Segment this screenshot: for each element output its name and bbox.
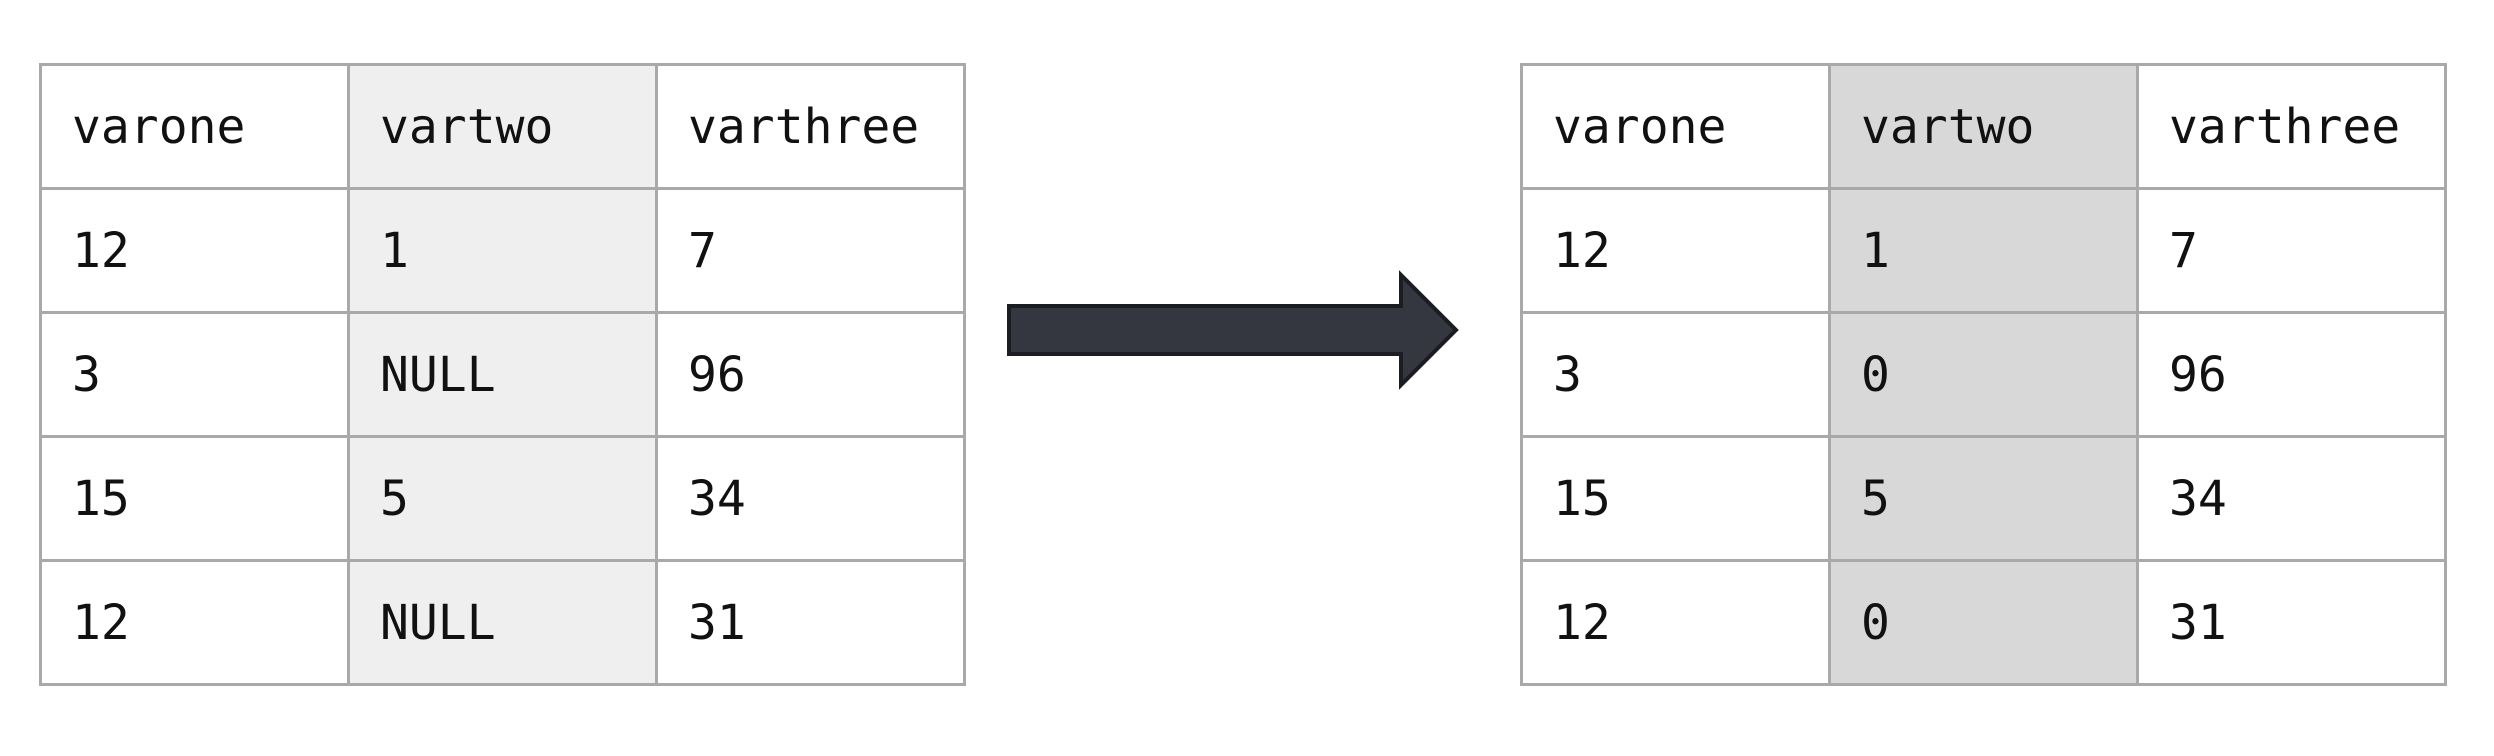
table-cell: 15 (39, 435, 350, 562)
table-cell: 0 (1828, 559, 2139, 686)
header-cell: varthree (2136, 63, 2447, 190)
table-cell: 15 (1520, 435, 1831, 562)
table-row: 3 0 96 (1520, 311, 2447, 438)
table-row: 3 NULL 96 (39, 311, 966, 438)
table-cell: 12 (39, 187, 350, 314)
table-header-row: varone vartwo varthree (39, 63, 966, 190)
table-cell: 7 (2136, 187, 2447, 314)
table-cell: 31 (655, 559, 966, 686)
table-cell: 1 (1828, 187, 2139, 314)
table-cell: 31 (2136, 559, 2447, 686)
right-arrow-icon (1005, 270, 1465, 390)
table-cell: 34 (2136, 435, 2447, 562)
table-header-row: varone vartwo varthree (1520, 63, 2447, 190)
table-cell: 1 (347, 187, 658, 314)
arrow-shape (1007, 270, 1459, 390)
table-cell: 12 (1520, 559, 1831, 686)
table-row: 15 5 34 (1520, 435, 2447, 562)
table-cell: 12 (39, 559, 350, 686)
table-cell: 3 (1520, 311, 1831, 438)
after-table: varone vartwo varthree 12 1 7 3 0 96 15 … (1520, 63, 2447, 686)
before-table: varone vartwo varthree 12 1 7 3 NULL 96 … (39, 63, 966, 686)
table-cell: 5 (1828, 435, 2139, 562)
table-cell: 96 (2136, 311, 2447, 438)
table-cell: 34 (655, 435, 966, 562)
table-cell: 7 (655, 187, 966, 314)
table-cell: 3 (39, 311, 350, 438)
table-cell: NULL (347, 559, 658, 686)
header-cell: vartwo (1828, 63, 2139, 190)
table-row: 15 5 34 (39, 435, 966, 562)
table-row: 12 0 31 (1520, 559, 2447, 686)
table-row: 12 NULL 31 (39, 559, 966, 686)
table-cell: 5 (347, 435, 658, 562)
table-cell: NULL (347, 311, 658, 438)
table-cell: 96 (655, 311, 966, 438)
header-cell: varone (39, 63, 350, 190)
table-cell: 12 (1520, 187, 1831, 314)
table-row: 12 1 7 (1520, 187, 2447, 314)
header-cell: vartwo (347, 63, 658, 190)
table-row: 12 1 7 (39, 187, 966, 314)
table-cell: 0 (1828, 311, 2139, 438)
header-cell: varthree (655, 63, 966, 190)
header-cell: varone (1520, 63, 1831, 190)
